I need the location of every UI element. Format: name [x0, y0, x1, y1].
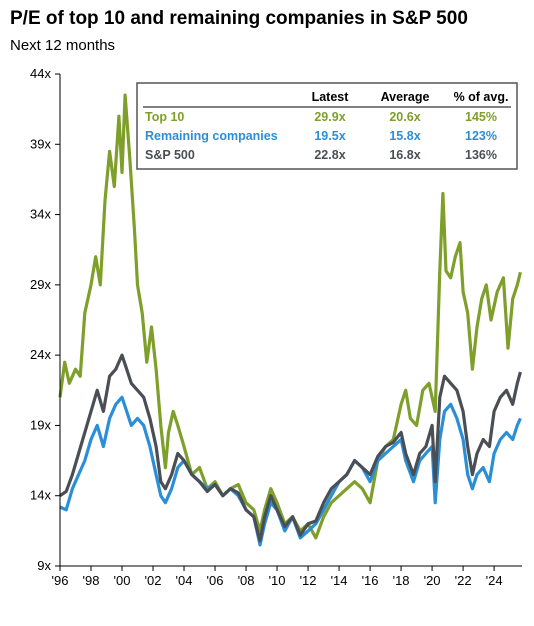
table-cell-pct: 136%: [465, 148, 497, 162]
table-cell-average: 15.8x: [389, 129, 420, 143]
series-line-top-10: [58, 93, 522, 540]
table-cell-pct: 145%: [465, 110, 497, 124]
x-tick-label: '00: [114, 573, 131, 588]
x-tick-label: '96: [52, 573, 69, 588]
table-row: S&P 500 22.8x 16.8x 136%: [145, 148, 497, 162]
y-tick-label: 39x: [30, 136, 51, 151]
table-header: % of avg.: [454, 90, 509, 104]
x-tick-label: '18: [393, 573, 410, 588]
table-cell-average: 20.6x: [389, 110, 420, 124]
x-tick-label: '08: [238, 573, 255, 588]
y-tick-label: 29x: [30, 277, 51, 292]
series-line-s-p-500: [59, 353, 522, 543]
table-cell-latest: 19.5x: [314, 129, 345, 143]
x-tick-label: '14: [331, 573, 348, 588]
x-tick-label: '10: [269, 573, 286, 588]
table-cell-label: Remaining companies: [145, 129, 278, 143]
series-lines: [58, 93, 522, 547]
table-header: Latest: [312, 90, 350, 104]
y-tick-label: 44x: [30, 66, 51, 81]
table-row: Top 10 29.9x 20.6x 145%: [145, 110, 497, 124]
y-axis-ticks: 9x 14x 19x 24x 29x 34x 39x 44x: [30, 66, 60, 573]
table-cell-label: S&P 500: [145, 148, 195, 162]
x-tick-label: '12: [300, 573, 317, 588]
table-cell-label: Top 10: [145, 110, 184, 124]
x-tick-label: '20: [424, 573, 441, 588]
table-row: Remaining companies 19.5x 15.8x 123%: [145, 129, 497, 143]
table-header: Average: [381, 90, 430, 104]
table-cell-latest: 29.9x: [314, 110, 345, 124]
y-tick-label: 34x: [30, 207, 51, 222]
x-tick-label: '22: [455, 573, 472, 588]
y-tick-label: 19x: [30, 417, 51, 432]
chart-subtitle: Next 12 months: [10, 37, 116, 54]
legend-table: Latest Average % of avg. Top 10 29.9x 20.6x 1…: [136, 82, 518, 170]
x-tick-label: '16: [362, 573, 379, 588]
table-cell-pct: 123%: [465, 129, 497, 143]
table-cell-average: 16.8x: [389, 148, 420, 162]
x-tick-label: '04: [176, 573, 193, 588]
series-line-remaining-companies: [59, 395, 522, 547]
chart-title: P/E of top 10 and remaining companies in…: [10, 8, 468, 29]
y-tick-label: 24x: [30, 347, 51, 362]
y-tick-label: 14x: [30, 488, 51, 503]
x-tick-label: '24: [486, 573, 503, 588]
y-tick-label: 9x: [37, 558, 51, 573]
x-tick-label: '02: [145, 573, 162, 588]
x-tick-label: '06: [207, 573, 224, 588]
x-axis-ticks: '96 '98 '00 '02 '04 '06 '08 '10 '12 '14 '16 '18 '20 '…: [52, 566, 503, 588]
legend-table-border: [136, 82, 518, 170]
table-cell-latest: 22.8x: [314, 148, 345, 162]
x-tick-label: '98: [83, 573, 100, 588]
